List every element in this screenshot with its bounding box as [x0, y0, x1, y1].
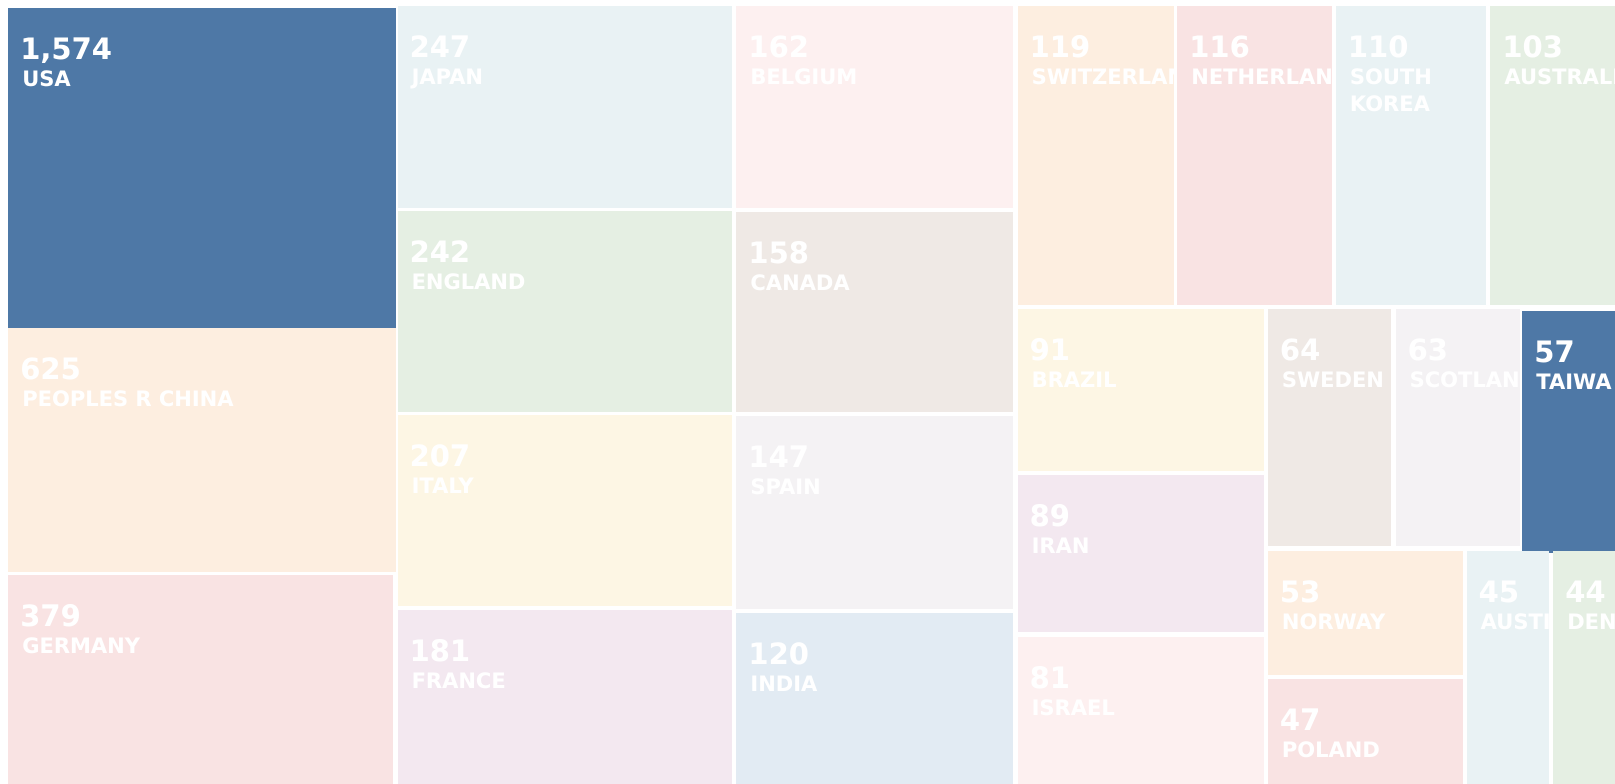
- treemap-cell: 625 PEOPLES R CHINA: [8, 327, 396, 572]
- value-label: 120: [748, 636, 809, 671]
- treemap-cell: 247 JAPAN: [397, 6, 733, 209]
- category-label: SOUTH KOREA: [1349, 65, 1432, 117]
- value-label: 242: [409, 235, 471, 270]
- treemap-cell: 181 FRANCE: [397, 609, 733, 784]
- category-label: SCOTLAN: [1409, 367, 1520, 392]
- value-label: 158: [748, 236, 809, 271]
- category-label: AUSTRALI: [1504, 65, 1615, 90]
- treemap-cell: 89 IRAN: [1017, 474, 1264, 633]
- value-label: 116: [1189, 30, 1250, 65]
- value-label: 110: [1347, 30, 1409, 65]
- treemap-cell: 91 BRAZIL: [1017, 308, 1264, 471]
- category-label: POLAND: [1281, 737, 1380, 762]
- treemap-cell: 57 TAIWA: [1522, 311, 1615, 554]
- treemap-cell: 147 SPAIN: [736, 416, 1014, 609]
- category-label: CANADA: [750, 271, 850, 296]
- category-label: ITALY: [411, 474, 474, 499]
- treemap-cell: 103 AUSTRALI: [1490, 6, 1615, 305]
- category-label: AUSTI: [1480, 610, 1550, 635]
- category-label: IRAN: [1031, 533, 1090, 558]
- category-label: NORWAY: [1281, 610, 1386, 635]
- value-label: 53: [1279, 575, 1321, 610]
- value-label: 207: [409, 439, 471, 474]
- category-label: SWEDEN: [1281, 367, 1384, 392]
- treemap-cell: 64 SWEDEN: [1267, 308, 1392, 546]
- treemap-cell: 53 NORWAY: [1267, 551, 1463, 675]
- treemap-cell: 47 POLAND: [1267, 678, 1463, 784]
- value-label: 64: [1279, 332, 1321, 367]
- treemap-cell: 45 AUSTI: [1466, 551, 1550, 784]
- category-label: USA: [22, 67, 71, 92]
- value-label: 89: [1029, 498, 1070, 533]
- treemap-cell: 81 ISRAEL: [1017, 636, 1264, 784]
- value-label: 1,574: [20, 32, 112, 67]
- category-label: PEOPLES R CHINA: [22, 386, 234, 411]
- category-label: SWITZERLAN: [1031, 65, 1175, 90]
- treemap-cell: 1,574 USA: [8, 8, 396, 328]
- category-label: INDIA: [750, 671, 818, 696]
- value-label: 63: [1407, 332, 1448, 367]
- category-label: GERMANY: [22, 633, 140, 658]
- value-label: 57: [1534, 335, 1575, 370]
- value-label: 247: [409, 30, 471, 65]
- value-label: 47: [1279, 702, 1321, 737]
- category-label: NETHERLAN: [1191, 65, 1332, 90]
- value-label: 181: [409, 633, 471, 668]
- value-label: 45: [1478, 575, 1520, 610]
- treemap-cell: 110 SOUTH KOREA: [1335, 6, 1487, 305]
- value-label: 625: [20, 351, 81, 386]
- treemap-cell: 44 DEN: [1553, 551, 1615, 784]
- value-label: 119: [1029, 30, 1091, 65]
- treemap-cell: 120 INDIA: [736, 612, 1014, 784]
- value-label: 44: [1565, 575, 1606, 610]
- category-label: JAPAN: [411, 65, 483, 90]
- value-label: 103: [1502, 30, 1563, 65]
- category-label: SPAIN: [750, 475, 821, 500]
- value-label: 81: [1029, 660, 1070, 695]
- category-label: ISRAEL: [1031, 695, 1115, 720]
- value-label: 91: [1029, 332, 1070, 367]
- treemap-cell: 242 ENGLAND: [397, 211, 733, 412]
- category-label: DEN: [1567, 610, 1615, 635]
- treemap-cell: 207 ITALY: [397, 415, 733, 606]
- treemap-cell: 379 GERMANY: [8, 574, 394, 784]
- category-label: ENGLAND: [411, 270, 526, 295]
- treemap-cell: 63 SCOTLAN: [1395, 308, 1521, 546]
- treemap-cell: 119 SWITZERLAN: [1017, 6, 1175, 305]
- treemap-cell: 162 BELGIUM: [736, 6, 1014, 209]
- value-label: 379: [20, 598, 81, 633]
- category-label: BELGIUM: [750, 65, 858, 90]
- treemap-cell: 158 CANADA: [736, 212, 1014, 412]
- category-label: FRANCE: [411, 668, 506, 693]
- value-label: 162: [748, 30, 809, 65]
- value-label: 147: [748, 440, 809, 475]
- category-label: TAIWA: [1536, 370, 1612, 395]
- treemap-cell: 116 NETHERLAN: [1177, 6, 1332, 305]
- category-label: BRAZIL: [1031, 367, 1117, 392]
